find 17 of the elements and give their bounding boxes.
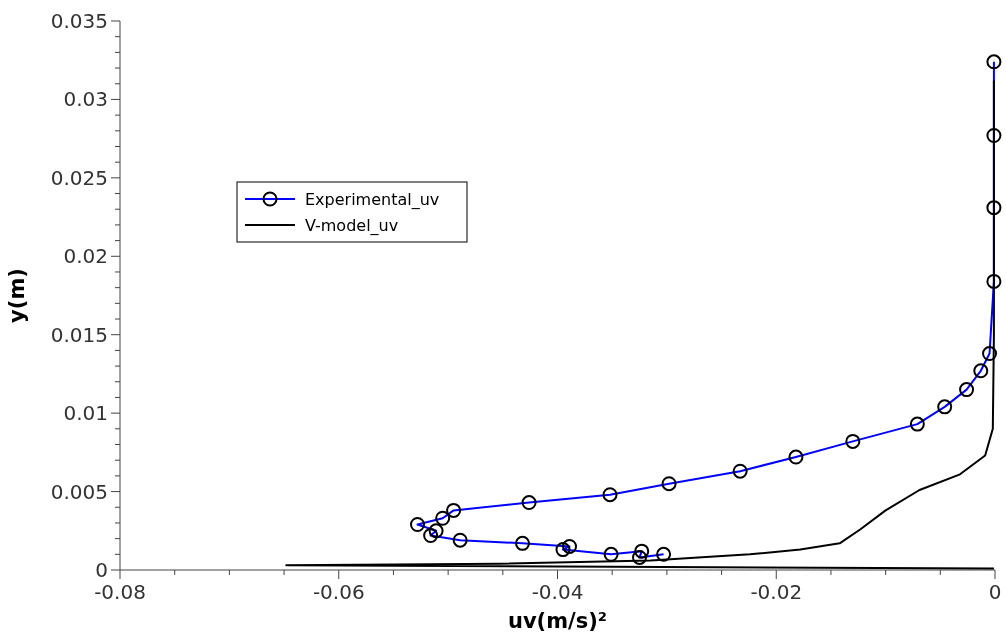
y-tick-label: 0.01 [63, 401, 108, 426]
x-tick-label: 0 [988, 580, 1002, 604]
x-tick-label: -0.08 [94, 580, 146, 604]
y-tick-label: 0.015 [50, 322, 108, 347]
y-tick-label: 0.02 [63, 244, 108, 269]
y-tick-label: 0 [95, 558, 108, 582]
x-tick-label: -0.06 [312, 580, 365, 604]
y-tick-label: 0.025 [50, 165, 108, 190]
legend-label: V-model_uv [305, 216, 399, 236]
legend-label: Experimental_uv [305, 190, 440, 210]
x-axis-title: uv(m/s)² [507, 609, 608, 633]
y-tick-label: 0.03 [63, 87, 108, 112]
y-tick-label: 0.035 [50, 9, 108, 33]
x-tick-label: -0.04 [531, 580, 584, 604]
y-tick-label: 0.005 [50, 479, 108, 504]
y-axis-title: y(m) [5, 268, 29, 323]
x-tick-label: -0.02 [750, 580, 803, 604]
